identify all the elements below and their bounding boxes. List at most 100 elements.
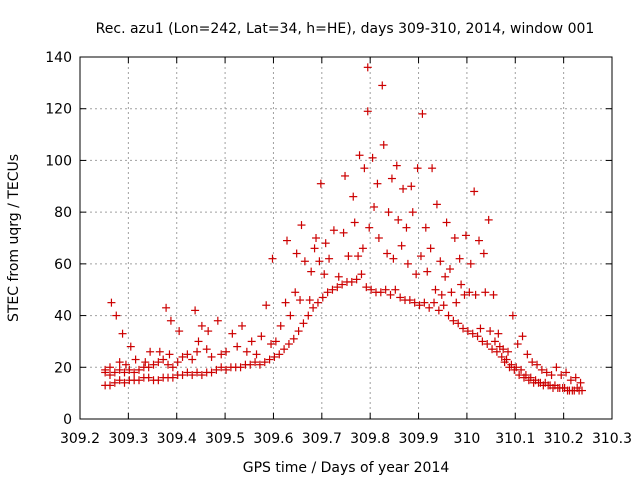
y-tick-label: 60	[54, 257, 72, 273]
y-tick-label: 80	[54, 205, 72, 221]
data-point	[416, 252, 425, 261]
data-point	[125, 365, 134, 374]
data-point	[310, 244, 319, 253]
x-tick-label: 309.6	[253, 431, 293, 447]
data-point	[362, 283, 371, 292]
data-point	[571, 373, 580, 382]
data-point	[178, 352, 187, 361]
data-point	[315, 257, 324, 266]
x-tick-label: 309.5	[205, 431, 245, 447]
data-point	[191, 306, 200, 315]
data-point	[217, 350, 226, 359]
data-point	[513, 340, 522, 349]
data-point	[415, 301, 424, 310]
data-point	[507, 360, 516, 369]
data-point	[445, 265, 454, 274]
data-point	[562, 368, 571, 377]
data-point	[508, 311, 517, 320]
data-point	[222, 365, 231, 374]
data-point	[378, 81, 387, 90]
data-point	[473, 332, 482, 341]
data-point	[333, 283, 342, 292]
data-point	[357, 270, 366, 279]
data-point	[247, 337, 256, 346]
data-point	[318, 293, 327, 302]
data-point	[423, 267, 432, 276]
data-point	[478, 337, 487, 346]
data-point	[194, 337, 203, 346]
y-tick-label: 0	[63, 412, 72, 428]
data-point	[175, 327, 184, 336]
data-point	[370, 202, 379, 211]
x-tick-label: 309.3	[108, 431, 148, 447]
data-point	[165, 350, 174, 359]
data-point	[296, 296, 305, 305]
y-tick-labels: 0 20 40 60 80 100 120 140	[45, 50, 72, 428]
data-point	[135, 365, 144, 374]
data-point	[379, 140, 388, 149]
data-point	[381, 285, 390, 294]
data-point	[475, 236, 483, 245]
data-point	[373, 179, 382, 188]
data-point	[368, 153, 377, 162]
data-point	[270, 352, 279, 361]
data-point	[334, 272, 343, 281]
data-point	[144, 363, 153, 372]
data-point	[112, 311, 121, 320]
data-point	[367, 285, 376, 294]
data-point	[387, 174, 396, 183]
data-point	[299, 319, 308, 328]
data-point	[110, 378, 119, 387]
data-point	[262, 301, 271, 310]
data-point	[413, 164, 422, 173]
data-point	[436, 257, 445, 266]
data-point	[144, 373, 153, 382]
data-point	[341, 171, 350, 180]
data-point	[557, 371, 566, 380]
data-point	[384, 208, 393, 217]
data-point	[282, 236, 291, 245]
data-point	[193, 368, 202, 377]
data-point	[292, 249, 301, 258]
data-point	[488, 345, 497, 354]
data-point	[110, 368, 119, 377]
data-point	[494, 329, 503, 338]
data-point	[115, 376, 124, 385]
data-point	[107, 298, 116, 307]
data-point	[402, 223, 411, 232]
data-point	[321, 239, 330, 248]
data-point	[497, 352, 506, 361]
data-point	[297, 221, 306, 230]
data-point	[484, 215, 493, 224]
data-point	[394, 215, 403, 224]
data-point	[141, 358, 150, 367]
data-point	[207, 368, 216, 377]
data-point	[355, 151, 364, 160]
data-point	[363, 63, 372, 72]
data-point	[517, 365, 526, 374]
data-point	[476, 324, 485, 333]
data-point	[101, 365, 110, 374]
data-point	[155, 347, 164, 356]
data-point	[135, 376, 144, 385]
data-point	[444, 311, 453, 320]
data-point	[265, 355, 274, 364]
data-point	[267, 340, 276, 349]
data-point	[431, 285, 440, 294]
data-point	[313, 298, 322, 307]
data-point	[471, 290, 480, 299]
data-point	[197, 321, 206, 330]
data-point	[412, 270, 421, 279]
data-point	[447, 288, 456, 297]
data-point	[486, 327, 495, 336]
y-tick-label: 40	[54, 309, 72, 325]
x-axis-label: GPS time / Days of year 2014	[243, 460, 450, 476]
data-point	[492, 347, 501, 356]
data-point	[468, 329, 477, 338]
data-point	[420, 298, 429, 307]
data-point	[455, 254, 464, 263]
data-point	[115, 365, 124, 374]
data-points	[101, 63, 587, 395]
data-point	[280, 345, 289, 354]
data-point	[217, 363, 226, 372]
